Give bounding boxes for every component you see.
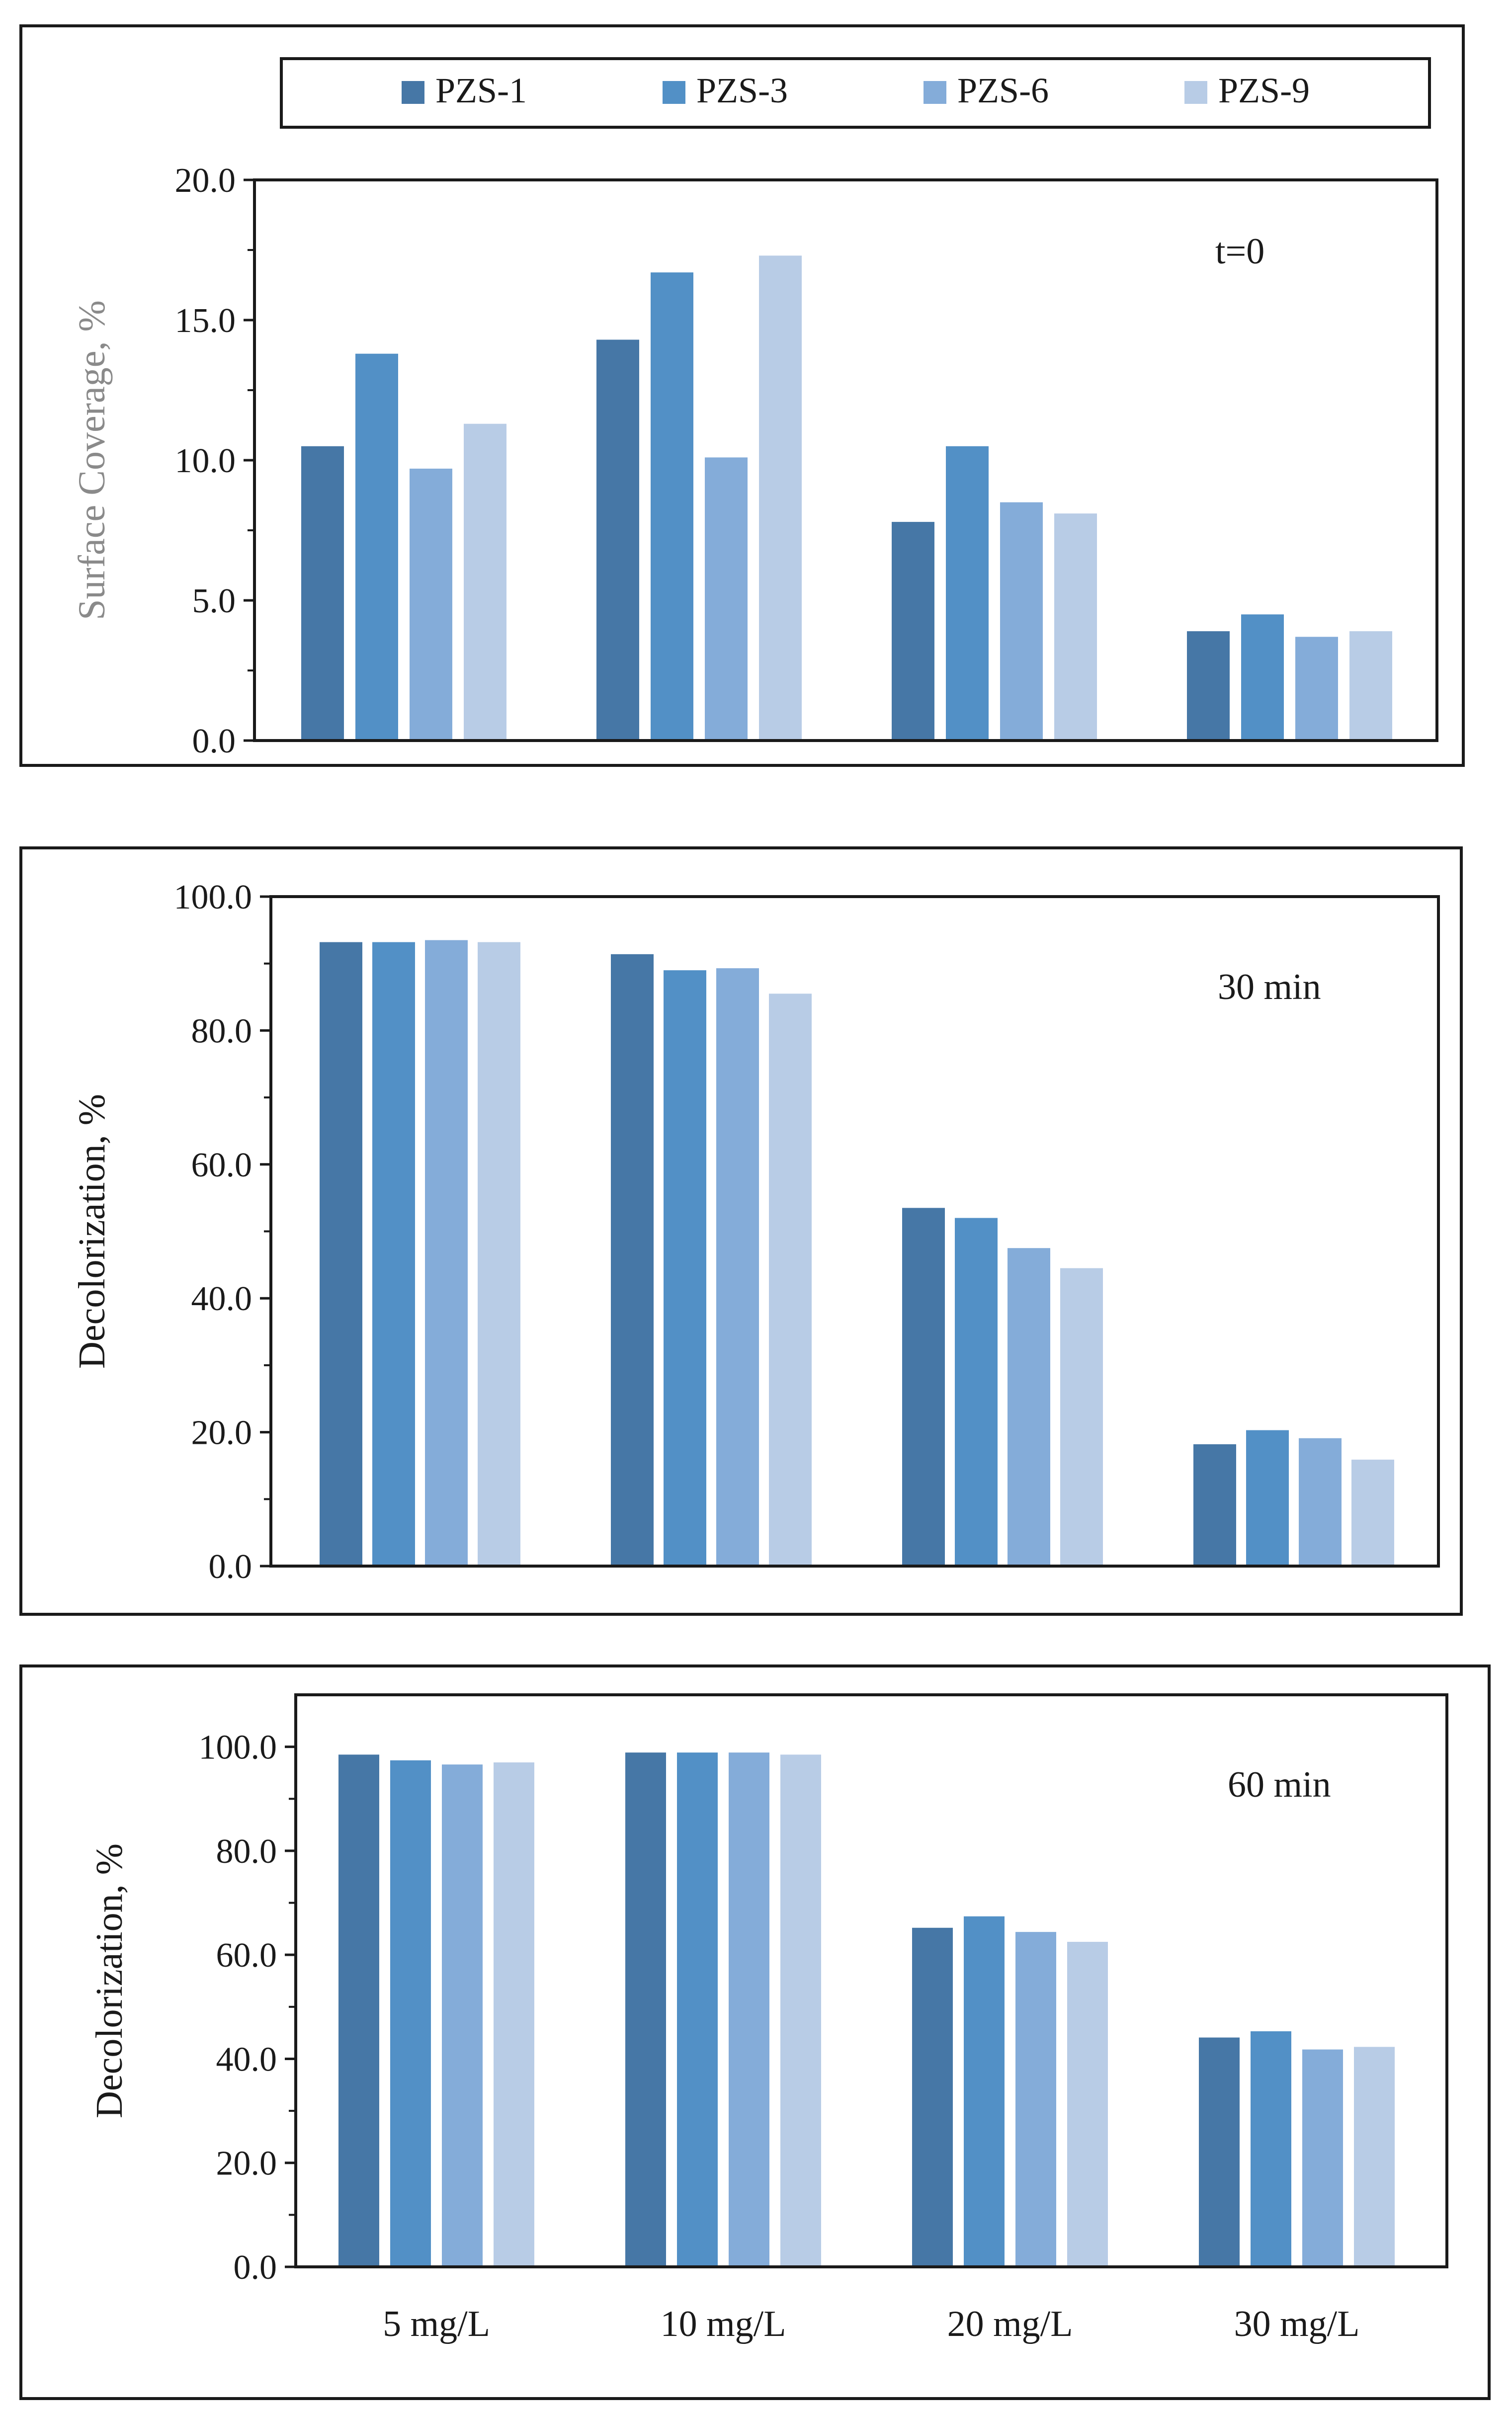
bar-pzs-1-5-mg-l: [301, 446, 344, 741]
y-axis-label: Decolorization, %: [71, 1094, 113, 1369]
y-tick-label: 60.0: [216, 1936, 277, 1975]
bar-pzs-1-30-mg-l: [1193, 1444, 1236, 1566]
y-tick-label: 60.0: [191, 1146, 252, 1184]
bar-pzs-6-30-mg-l: [1295, 637, 1338, 741]
legend-label-pzs-6: PZS-6: [957, 71, 1049, 110]
y-tick-label: 20.0: [216, 2145, 277, 2183]
bar-pzs-6-5-mg-l: [442, 1764, 483, 2267]
y-tick-label: 0.0: [209, 1548, 252, 1586]
bar-pzs-6-20-mg-l: [1015, 1932, 1056, 2267]
bar-pzs-9-10-mg-l: [759, 255, 802, 741]
legend-label-pzs-9: PZS-9: [1218, 71, 1310, 110]
panel-frame: [19, 846, 1463, 1616]
legend-label-pzs-1: PZS-1: [435, 71, 527, 110]
y-tick-label: 80.0: [191, 1012, 252, 1050]
legend-label-pzs-3: PZS-3: [696, 71, 788, 110]
bar-pzs-6-20-mg-l: [1000, 502, 1043, 741]
y-tick-label: 100.0: [174, 878, 252, 916]
x-category-label: 10 mg/L: [661, 2304, 786, 2344]
y-tick-label: 40.0: [216, 2040, 277, 2078]
y-tick-label: 0.0: [234, 2248, 277, 2287]
legend-swatch-pzs-6: [924, 81, 946, 104]
legend-swatch-pzs-3: [663, 81, 685, 104]
bar-pzs-1-10-mg-l: [611, 954, 654, 1566]
bar-pzs-3-20-mg-l: [964, 1916, 1005, 2267]
bar-pzs-6-20-mg-l: [1008, 1248, 1050, 1566]
y-tick-label: 20.0: [175, 162, 236, 200]
bar-pzs-3-20-mg-l: [955, 1218, 998, 1566]
bar-pzs-3-10-mg-l: [651, 272, 693, 741]
bar-pzs-6-30-mg-l: [1299, 1438, 1342, 1566]
bar-pzs-3-10-mg-l: [664, 970, 706, 1566]
bar-pzs-6-5-mg-l: [410, 468, 452, 741]
panel-frame: [19, 24, 1465, 767]
bar-pzs-3-30-mg-l: [1251, 2031, 1291, 2267]
y-tick-label: 10.0: [175, 442, 236, 480]
legend-swatch-pzs-1: [402, 81, 424, 104]
y-axis-label: Decolorization, %: [88, 1843, 130, 2118]
bar-pzs-9-20-mg-l: [1067, 1942, 1108, 2267]
bar-pzs-3-30-mg-l: [1241, 614, 1284, 741]
bar-pzs-6-10-mg-l: [705, 457, 748, 741]
chart-panel-3: 0.0 20.0 40.0 60.0 80.0 100.0 Decolorization, …: [19, 1664, 1491, 2400]
bar-pzs-6-10-mg-l: [729, 1752, 769, 2267]
x-category-label: 5 mg/L: [383, 2304, 490, 2344]
panel-frame: [19, 1664, 1491, 2400]
y-axis-label: Surface Coverage, %: [71, 300, 113, 620]
bar-pzs-1-10-mg-l: [596, 339, 639, 741]
y-tick-label: 40.0: [191, 1280, 252, 1318]
bar-pzs-9-5-mg-l: [478, 942, 520, 1566]
chart-panel-1: 0.0 5.0 10.0 15.0 20.0 Surface Coverage, % t=0: [19, 24, 1465, 767]
bar-pzs-1-5-mg-l: [338, 1754, 379, 2267]
y-tick-label: 5.0: [192, 582, 236, 620]
bar-pzs-9-10-mg-l: [769, 994, 812, 1566]
charts-layer: 0.0 5.0 10.0 15.0 20.0 Surface Coverage, % t=0…: [19, 24, 1491, 2400]
bar-pzs-1-5-mg-l: [320, 942, 362, 1566]
bar-pzs-6-5-mg-l: [425, 940, 468, 1566]
bar-pzs-9-30-mg-l: [1354, 2047, 1395, 2267]
bar-pzs-1-20-mg-l: [902, 1208, 945, 1566]
bar-pzs-3-5-mg-l: [355, 353, 398, 741]
bar-pzs-3-5-mg-l: [390, 1760, 431, 2267]
bar-pzs-1-30-mg-l: [1199, 2037, 1240, 2267]
bar-pzs-1-20-mg-l: [892, 522, 934, 741]
y-tick-label: 15.0: [175, 302, 236, 340]
x-category-label: 30 mg/L: [1234, 2304, 1360, 2344]
bar-pzs-3-10-mg-l: [677, 1752, 718, 2267]
x-category-label: 20 mg/L: [947, 2304, 1073, 2344]
legend-layer: PZS-1 PZS-3 PZS-6 PZS-9: [280, 57, 1431, 129]
bar-pzs-1-20-mg-l: [912, 1927, 953, 2267]
bar-pzs-3-30-mg-l: [1246, 1430, 1289, 1566]
chart-panel-2: 0.0 20.0 40.0 60.0 80.0 100.0 Decolorization, …: [19, 846, 1463, 1616]
y-tick-label: 100.0: [199, 1729, 277, 1767]
panel-annotation: 30 min: [1218, 967, 1321, 1007]
bar-pzs-9-20-mg-l: [1060, 1268, 1103, 1566]
y-tick-label: 80.0: [216, 1832, 277, 1871]
legend-swatch-pzs-9: [1184, 81, 1207, 104]
bar-pzs-6-10-mg-l: [716, 968, 759, 1566]
bar-pzs-9-5-mg-l: [494, 1762, 534, 2267]
bar-pzs-9-10-mg-l: [780, 1754, 821, 2267]
panel-annotation: 60 min: [1228, 1764, 1331, 1805]
bar-pzs-3-5-mg-l: [372, 942, 415, 1566]
bar-pzs-3-20-mg-l: [946, 446, 989, 741]
y-tick-label: 20.0: [191, 1414, 252, 1452]
y-tick-label: 0.0: [192, 722, 236, 760]
bar-pzs-1-30-mg-l: [1187, 631, 1230, 741]
bar-pzs-9-20-mg-l: [1054, 513, 1097, 741]
bar-pzs-9-30-mg-l: [1351, 1459, 1394, 1566]
legend-box: [280, 57, 1431, 129]
bar-pzs-9-30-mg-l: [1349, 631, 1392, 741]
bar-pzs-1-10-mg-l: [625, 1752, 666, 2267]
plot-area-frame: [294, 1693, 1448, 2268]
bar-pzs-9-5-mg-l: [464, 423, 506, 741]
bar-pzs-6-30-mg-l: [1302, 2049, 1343, 2267]
panel-annotation: t=0: [1215, 231, 1264, 272]
